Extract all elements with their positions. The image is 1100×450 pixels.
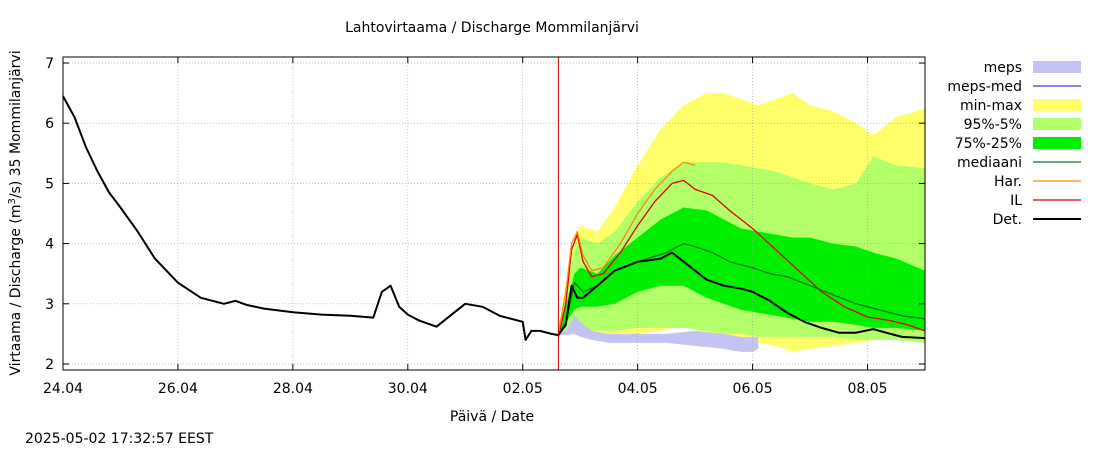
legend-item-p75-25: 75%-25% bbox=[955, 136, 1081, 152]
x-tick-label: 24.04 bbox=[43, 381, 83, 397]
series-layer bbox=[62, 95, 926, 341]
x-tick-label: 04.05 bbox=[618, 381, 658, 397]
chart-title: Lahtovirtaama / Discharge Mommilanjärvi bbox=[345, 20, 639, 36]
y-tick-label: 2 bbox=[45, 357, 54, 373]
y-tick-label: 3 bbox=[45, 297, 54, 313]
y-axis-label-sup: 3 bbox=[7, 198, 18, 204]
legend: meps meps-med min-max 95%-5% 75%-25% mediaani… bbox=[947, 60, 1081, 228]
legend-label: 75%-25% bbox=[955, 136, 1022, 152]
x-tick-label: 06.05 bbox=[733, 381, 773, 397]
x-tick-label: 30.04 bbox=[388, 381, 428, 397]
y-tick-label: 7 bbox=[45, 56, 54, 72]
legend-item-minmax: min-max bbox=[960, 98, 1081, 114]
y-tick-label: 6 bbox=[45, 116, 54, 132]
x-axis-label: Päivä / Date bbox=[450, 409, 534, 425]
legend-label: min-max bbox=[960, 98, 1022, 114]
legend-label: mediaani bbox=[957, 155, 1022, 171]
legend-item-meps: meps bbox=[984, 60, 1081, 76]
y-axis-label-prefix: Virtaama / Discharge (m bbox=[8, 205, 24, 376]
x-tick-label: 28.04 bbox=[273, 381, 313, 397]
timestamp: 2025-05-02 17:32:57 EEST bbox=[25, 431, 214, 447]
legend-item-meps-med: meps-med bbox=[947, 79, 1081, 95]
legend-item-det: Det. bbox=[993, 212, 1081, 228]
series-line-har bbox=[557, 161, 696, 335]
plot-frame bbox=[62, 56, 926, 371]
y-axis-label-suffix: /s) 35 Mommilanjärvi bbox=[8, 50, 24, 198]
x-tick-label: 26.04 bbox=[158, 381, 198, 397]
legend-swatch bbox=[1033, 118, 1081, 130]
legend-label: IL bbox=[1010, 193, 1022, 209]
legend-label: 95%-5% bbox=[964, 117, 1022, 133]
legend-item-p95-5: 95%-5% bbox=[964, 117, 1081, 133]
legend-label: meps bbox=[984, 60, 1022, 76]
legend-label: Har. bbox=[994, 174, 1022, 190]
legend-swatch bbox=[1033, 61, 1081, 73]
legend-swatch bbox=[1033, 137, 1081, 149]
band-meps bbox=[558, 315, 759, 352]
legend-label: meps-med bbox=[947, 79, 1022, 95]
y-tick-label: 4 bbox=[45, 237, 54, 253]
x-tick-label: 08.05 bbox=[847, 381, 887, 397]
x-axis-ticks: 24.04 26.04 28.04 30.04 02.05 04.05 06.05 08.05 bbox=[43, 57, 888, 397]
legend-swatch bbox=[1033, 99, 1081, 111]
x-tick-label: 02.05 bbox=[503, 381, 543, 397]
band-p75-25 bbox=[558, 207, 925, 334]
y-axis-ticks: 2 3 4 5 6 7 bbox=[45, 56, 925, 373]
legend-label: Det. bbox=[993, 212, 1022, 228]
legend-item-il: IL bbox=[1010, 193, 1081, 209]
series-line-mediaani bbox=[557, 242, 926, 335]
plot-bands-layer bbox=[558, 93, 925, 352]
series-line-det bbox=[62, 95, 926, 341]
y-axis-label: Virtaama / Discharge (m3/s) 35 Mommilanj… bbox=[7, 50, 25, 375]
series-line-il bbox=[557, 179, 926, 338]
legend-item-har: Har. bbox=[994, 174, 1081, 190]
legend-item-mediaani: mediaani bbox=[957, 155, 1081, 171]
y-tick-label: 5 bbox=[45, 176, 54, 192]
